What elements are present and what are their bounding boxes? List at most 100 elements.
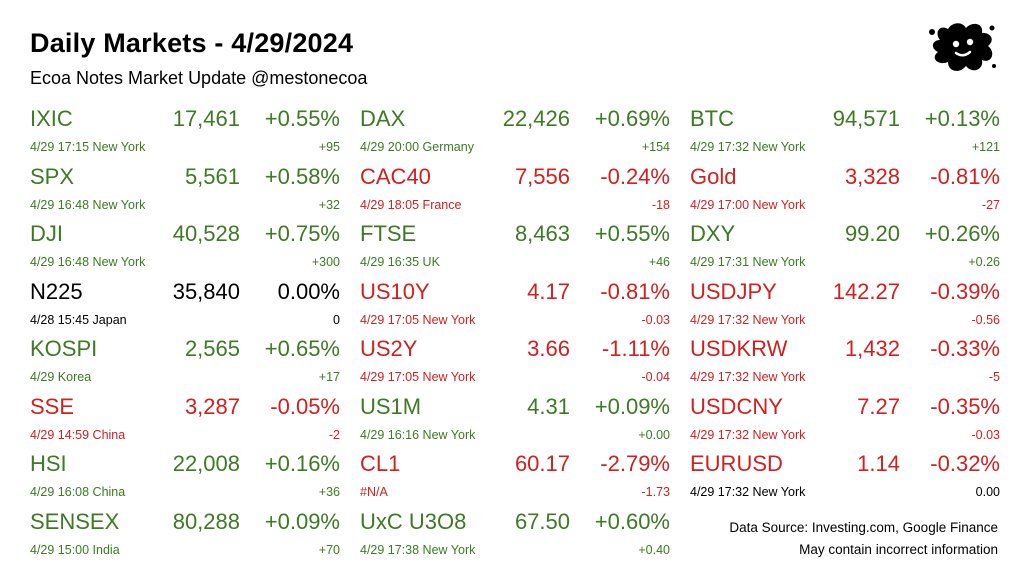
market-price: 4.31 [527, 393, 570, 419]
market-timestamp: 4/29 17:31 New York [690, 255, 806, 269]
market-price: 67.50 [514, 508, 570, 534]
market-timestamp: 4/29 17:32 New York [690, 370, 806, 384]
market-item: CAC40 7,556 -0.24% 4/29 18:05 France -18 [360, 164, 670, 222]
market-percent-change: 0.00% [277, 278, 340, 304]
market-percent-change: -2.79% [600, 451, 670, 476]
market-timestamp: 4/29 18:05 France [360, 197, 462, 212]
market-symbol: KOSPI [30, 336, 98, 361]
market-abs-change: +46 [648, 255, 670, 269]
disclaimer-note: May contain incorrect information [799, 542, 998, 557]
market-timestamp: 4/29 17:32 New York [690, 312, 806, 327]
market-symbol: Gold [690, 163, 737, 189]
market-item: USDCNY 7.27 -0.35% 4/29 17:32 New York -0.03 [690, 394, 1000, 452]
market-percent-change: +0.55% [594, 221, 670, 246]
market-column-indices: IXIC 17,461 +0.55% 4/29 17:15 New York +95 SP… [30, 106, 340, 566]
market-item: USDKRW 1,432 -0.33% 4/29 17:32 New York -5 [690, 336, 1000, 394]
market-percent-change: -0.81% [930, 163, 1000, 189]
market-price: 94,571 [832, 106, 900, 131]
market-timestamp: 4/29 15:00 India [30, 542, 120, 557]
market-timestamp: 4/29 17:38 New York [360, 542, 476, 557]
market-abs-change: +121 [971, 140, 1000, 154]
market-abs-change: -1.73 [641, 485, 671, 499]
market-item: EURUSD 1.14 -0.32% 4/29 17:32 New York 0.00 [690, 451, 1000, 509]
market-symbol: US1M [360, 393, 422, 419]
market-timestamp: 4/29 17:00 New York [690, 197, 806, 212]
market-symbol: DJI [30, 221, 63, 246]
market-price: 40,528 [172, 221, 240, 246]
market-percent-change: +0.58% [264, 163, 340, 189]
market-abs-change: 0 [333, 312, 340, 327]
market-timestamp: 4/29 17:32 New York [690, 427, 806, 442]
market-percent-change: -0.33% [930, 336, 1000, 361]
market-abs-change: +300 [311, 255, 340, 269]
market-item: USDJPY 142.27 -0.39% 4/29 17:32 New York -0.… [690, 279, 1000, 337]
market-price: 22,008 [172, 451, 240, 476]
market-item: FTSE 8,463 +0.55% 4/29 16:35 UK +46 [360, 221, 670, 279]
market-symbol: IXIC [30, 106, 73, 131]
market-item: UxC U3O8 67.50 +0.60% 4/29 17:38 New York +0… [360, 509, 670, 567]
market-timestamp: 4/29 16:48 New York [30, 255, 146, 269]
market-timestamp: 4/29 16:16 New York [360, 427, 476, 442]
market-timestamp: 4/29 14:59 China [30, 427, 126, 442]
market-symbol: DAX [360, 106, 406, 131]
market-symbol: USDKRW [690, 336, 788, 361]
market-abs-change: -18 [651, 197, 670, 212]
market-percent-change: -0.81% [600, 278, 670, 304]
market-item: US1M 4.31 +0.09% 4/29 16:16 New York +0.00 [360, 394, 670, 452]
data-source-note: Data Source: Investing.com, Google Finan… [729, 520, 998, 535]
market-symbol: USDJPY [690, 278, 777, 304]
market-percent-change: -0.39% [930, 278, 1000, 304]
market-item: DXY 99.20 +0.26% 4/29 17:31 New York +0.26 [690, 221, 1000, 279]
market-timestamp: 4/28 15:45 Japan [30, 312, 127, 327]
market-symbol: N225 [30, 278, 83, 304]
market-symbol: CL1 [360, 451, 401, 476]
market-percent-change: +0.26% [924, 221, 1000, 246]
market-percent-change: -0.35% [930, 393, 1000, 419]
market-percent-change: +0.09% [594, 393, 670, 419]
market-column-crypto-fx: BTC 94,571 +0.13% 4/29 17:32 New York +121 Go… [690, 106, 1000, 509]
market-item: CL1 60.17 -2.79% #N/A -1.73 [360, 451, 670, 509]
market-symbol: BTC [690, 106, 734, 131]
market-price: 142.27 [832, 278, 900, 304]
market-symbol: UxC U3O8 [360, 508, 467, 534]
ink-splat-logo-icon [929, 23, 996, 71]
market-percent-change: +0.75% [264, 221, 340, 246]
page-title: Daily Markets - 4/29/2024 [30, 28, 354, 58]
market-abs-change: -0.03 [641, 312, 671, 327]
market-price: 8,463 [514, 221, 570, 246]
market-percent-change: +0.65% [264, 336, 340, 361]
market-abs-change: +0.00 [638, 427, 670, 442]
market-symbol: USDCNY [690, 393, 783, 419]
market-percent-change: +0.55% [264, 106, 340, 131]
market-abs-change: -0.56 [971, 312, 1001, 327]
market-timestamp: 4/29 16:48 New York [30, 197, 146, 212]
market-price: 60.17 [514, 451, 570, 476]
market-item: US10Y 4.17 -0.81% 4/29 17:05 New York -0.03 [360, 279, 670, 337]
market-item: SENSEX 80,288 +0.09% 4/29 15:00 India +70 [30, 509, 340, 567]
market-price: 3,328 [844, 163, 900, 189]
market-abs-change: +154 [641, 140, 670, 154]
market-symbol: CAC40 [360, 163, 431, 189]
market-abs-change: -0.03 [971, 427, 1001, 442]
market-symbol: US2Y [360, 336, 418, 361]
market-column-europe-rates: DAX 22,426 +0.69% 4/29 20:00 Germany +154 CAC… [360, 106, 670, 566]
market-price: 3,287 [184, 393, 240, 419]
market-symbol: SPX [30, 163, 75, 189]
market-item: US2Y 3.66 -1.11% 4/29 17:05 New York -0.04 [360, 336, 670, 394]
market-abs-change: +0.26 [968, 255, 1000, 269]
market-price: 22,426 [502, 106, 570, 131]
market-timestamp: 4/29 17:15 New York [30, 140, 146, 154]
market-abs-change: +36 [318, 485, 340, 499]
market-symbol: SSE [30, 393, 75, 419]
market-percent-change: +0.09% [264, 508, 340, 534]
market-abs-change: -27 [981, 197, 1000, 212]
market-abs-change: +17 [318, 370, 340, 384]
market-abs-change: +95 [318, 140, 340, 154]
market-item: DAX 22,426 +0.69% 4/29 20:00 Germany +154 [360, 106, 670, 164]
market-price: 1.14 [857, 451, 900, 476]
market-item: Gold 3,328 -0.81% 4/29 17:00 New York -27 [690, 164, 1000, 222]
market-percent-change: +0.69% [594, 106, 670, 131]
market-percent-change: -0.05% [270, 393, 340, 419]
market-percent-change: +0.16% [264, 451, 340, 476]
market-symbol: FTSE [360, 221, 417, 246]
